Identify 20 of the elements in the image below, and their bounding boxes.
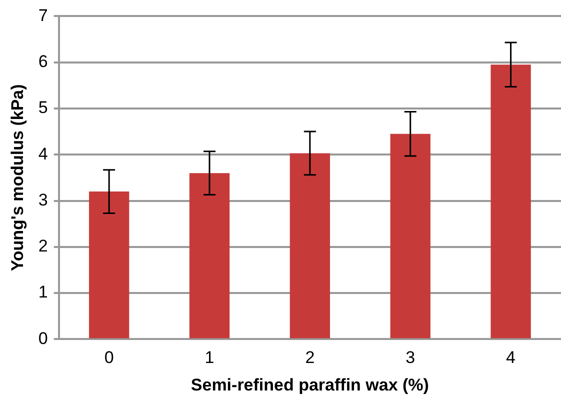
x-tick-label: 2 xyxy=(305,348,315,368)
x-tick-label: 3 xyxy=(406,348,416,368)
bar xyxy=(88,192,130,338)
y-tick-label: 6 xyxy=(38,52,48,72)
bar xyxy=(290,153,330,338)
y-tick-label: 1 xyxy=(38,282,48,302)
x-tick-label: 0 xyxy=(104,348,114,368)
x-tick-label: 4 xyxy=(506,348,516,368)
y-tick-label: 2 xyxy=(38,236,48,256)
y-tick-label: 7 xyxy=(38,6,48,25)
y-tick-label: 0 xyxy=(38,328,48,348)
bar xyxy=(490,64,531,338)
bar xyxy=(189,173,230,338)
y-tick-label: 4 xyxy=(38,144,48,164)
y-axis-title: Young's modulus (kPa) xyxy=(8,84,27,272)
x-axis-title: Semi-refined paraffin wax (%) xyxy=(190,375,429,394)
y-tick-label: 3 xyxy=(38,190,48,210)
x-tick-label: 1 xyxy=(204,348,214,368)
y-tick-label: 5 xyxy=(38,98,48,118)
bar xyxy=(390,134,430,338)
